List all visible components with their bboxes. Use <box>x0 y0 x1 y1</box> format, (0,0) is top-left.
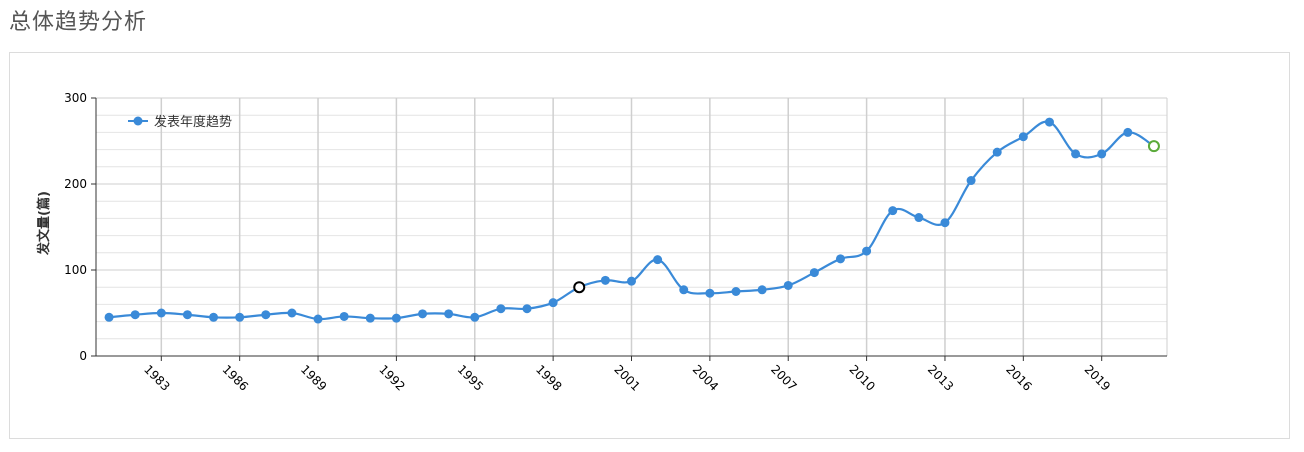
x-tick-label: 1992 <box>376 362 407 393</box>
data-point[interactable] <box>1071 149 1081 159</box>
data-point[interactable] <box>313 314 323 324</box>
data-point[interactable] <box>418 309 428 319</box>
x-tick-label: 1989 <box>298 362 329 393</box>
data-point[interactable] <box>1018 132 1028 142</box>
data-point[interactable] <box>992 147 1002 157</box>
data-point[interactable] <box>1044 117 1054 127</box>
data-point[interactable] <box>914 213 924 223</box>
x-tick-labels: 1983 1986 1989 1992 1995 1998 2001 2004 2007 2010… <box>141 362 1113 393</box>
data-point[interactable] <box>783 280 793 290</box>
x-tick-label: 2016 <box>1003 362 1034 393</box>
data-point[interactable] <box>156 308 166 318</box>
y-axis-title: 发文量(篇) <box>36 191 52 256</box>
y-tick-label: 100 <box>64 263 87 277</box>
data-point[interactable] <box>679 285 689 295</box>
data-point[interactable] <box>287 308 297 318</box>
data-point[interactable] <box>600 275 610 285</box>
x-tick-label: 2001 <box>611 362 642 393</box>
data-point[interactable] <box>470 312 480 322</box>
y-tick-label: 300 <box>64 91 87 105</box>
data-point-last[interactable] <box>1147 140 1160 153</box>
x-tick-label: 2019 <box>1082 362 1113 393</box>
y-tick-labels: 0 100 200 300 <box>64 91 87 363</box>
data-point[interactable] <box>104 312 114 322</box>
x-tick-label: 2010 <box>846 362 877 393</box>
data-point[interactable] <box>888 206 898 216</box>
y-tick-label: 0 <box>79 349 87 363</box>
data-point[interactable] <box>496 304 506 314</box>
x-tick-label: 1995 <box>455 362 486 393</box>
legend-marker-swatch <box>133 116 143 126</box>
data-point[interactable] <box>548 298 558 308</box>
page-title: 总体趋势分析 <box>9 10 148 35</box>
data-point[interactable] <box>365 313 375 323</box>
legend[interactable]: 发表年度趋势 <box>128 114 232 130</box>
data-point[interactable] <box>261 310 271 320</box>
trend-line-chart: 0 100 200 300 1983 1986 1989 1992 1995 1998 2001 2… <box>36 91 1168 394</box>
data-point[interactable] <box>757 285 767 295</box>
data-point[interactable] <box>444 309 454 319</box>
data-point[interactable] <box>130 310 140 320</box>
x-tick-label: 1983 <box>141 362 172 393</box>
data-point[interactable] <box>653 255 663 265</box>
data-point[interactable] <box>627 276 636 286</box>
data-point[interactable] <box>1097 149 1107 159</box>
x-tick-label: 1998 <box>533 362 564 393</box>
data-point[interactable] <box>182 310 192 320</box>
data-point[interactable] <box>705 288 715 298</box>
legend-item-label[interactable]: 发表年度趋势 <box>154 114 232 130</box>
grid-lines <box>96 97 1168 356</box>
chart-panel: 0 100 200 300 1983 1986 1989 1992 1995 1998 2001 2… <box>9 52 1290 439</box>
data-point-highlighted[interactable] <box>573 281 586 294</box>
data-point[interactable] <box>809 268 819 278</box>
x-tick-label: 2013 <box>925 362 956 393</box>
data-point[interactable] <box>966 176 976 186</box>
axes <box>91 97 1167 361</box>
data-point[interactable] <box>940 218 950 228</box>
y-tick-label: 200 <box>64 177 87 191</box>
x-tick-label: 2004 <box>690 362 721 393</box>
data-point[interactable] <box>731 287 741 296</box>
x-tick-label: 1986 <box>220 362 251 393</box>
x-tick-label: 2007 <box>768 362 799 393</box>
data-point[interactable] <box>339 311 349 321</box>
data-point[interactable] <box>862 246 872 256</box>
data-point[interactable] <box>235 312 245 322</box>
data-point[interactable] <box>522 304 532 314</box>
data-point[interactable] <box>1123 127 1133 137</box>
data-point[interactable] <box>209 312 219 322</box>
data-point[interactable] <box>835 254 845 264</box>
data-point[interactable] <box>391 313 401 323</box>
series-layer <box>104 117 1160 324</box>
